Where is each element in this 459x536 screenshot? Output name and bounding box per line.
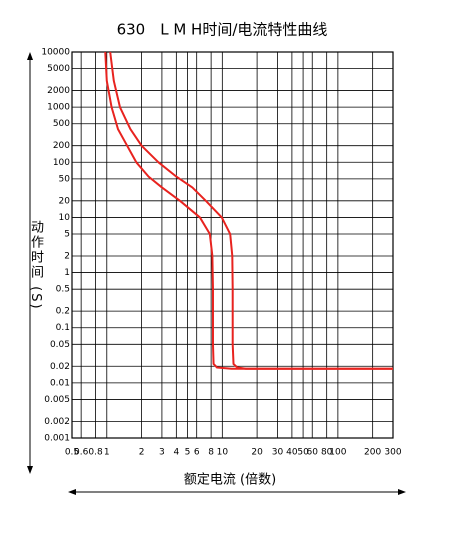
x-tick-label: 6 bbox=[194, 448, 200, 458]
x-tick-label: 300 bbox=[384, 448, 401, 458]
y-axis-label: 动作时间 (S) bbox=[28, 220, 43, 311]
x-tick-label: 0.8 bbox=[88, 448, 103, 458]
y-tick-label: 50 bbox=[59, 174, 71, 184]
x-tick-label: 30 bbox=[272, 448, 284, 458]
y-tick-label: 0.001 bbox=[44, 434, 70, 444]
y-tick-label: 100 bbox=[53, 158, 70, 168]
y-tick-label: 200 bbox=[53, 141, 70, 151]
y-tick-label: 5000 bbox=[47, 64, 70, 74]
x-tick-label: 8 bbox=[208, 448, 214, 458]
y-tick-label: 1 bbox=[64, 268, 70, 278]
x-tick-label: 200 bbox=[364, 448, 381, 458]
y-tick-label: 500 bbox=[53, 119, 70, 129]
x-tick-label: 2 bbox=[139, 448, 145, 458]
x-tick-label: 20 bbox=[251, 448, 263, 458]
x-tick-label: 100 bbox=[329, 448, 346, 458]
curve bbox=[109, 51, 393, 370]
y-tick-label: 0.2 bbox=[56, 307, 70, 317]
y-tick-label: 10 bbox=[59, 213, 71, 223]
x-tick-label: 50 bbox=[297, 448, 309, 458]
x-tick-label: 0.6 bbox=[74, 448, 89, 458]
x-axis-label: 额定电流 (倍数) bbox=[184, 473, 276, 488]
y-tick-label: 0.005 bbox=[44, 395, 70, 405]
y-tick-label: 2000 bbox=[47, 86, 70, 96]
x-tick-label: 80 bbox=[321, 448, 333, 458]
y-tick-label: 0.002 bbox=[44, 417, 70, 427]
y-tick-label: 1000 bbox=[47, 103, 70, 113]
x-tick-label: 10 bbox=[217, 448, 229, 458]
x-tick-label: 5 bbox=[185, 448, 191, 458]
x-tick-label: 60 bbox=[307, 448, 319, 458]
y-tick-label: 10000 bbox=[41, 48, 70, 58]
x-tick-label: 4 bbox=[173, 448, 179, 458]
y-tick-label: 0.01 bbox=[50, 378, 70, 388]
y-tick-label: 5 bbox=[64, 230, 70, 240]
x-tick-label: 3 bbox=[159, 448, 165, 458]
curve bbox=[104, 51, 393, 370]
x-tick-label: 0.5 bbox=[65, 448, 79, 458]
plot-frame bbox=[71, 51, 394, 439]
y-tick-label: 0.02 bbox=[50, 362, 70, 372]
plot: 100005000200010005002001005020105210.50.… bbox=[41, 48, 401, 458]
x-tick-label: 1 bbox=[104, 448, 110, 458]
x-tick-label: 40 bbox=[286, 448, 298, 458]
y-tick-label: 0.05 bbox=[50, 340, 70, 350]
y-tick-label: 2 bbox=[64, 251, 70, 261]
y-tick-label: 0.1 bbox=[56, 323, 70, 333]
y-tick-label: 20 bbox=[59, 196, 71, 206]
chart-title: 630 L M H时间/电流特性曲线 bbox=[117, 21, 328, 39]
y-tick-label: 0.5 bbox=[56, 285, 70, 295]
